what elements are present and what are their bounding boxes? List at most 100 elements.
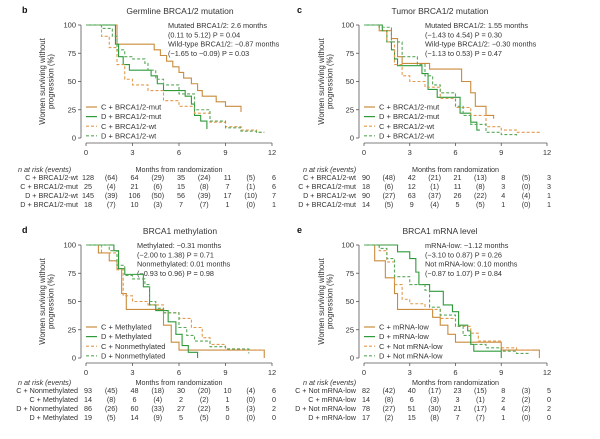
risk-cell: 4 (501, 404, 505, 413)
risk-cell: 5 (226, 404, 230, 413)
risk-cell: (0) (522, 182, 531, 191)
legend-label: C + BRCA1/2-mut (379, 103, 440, 112)
risk-row-label: D + mRNA-low (308, 413, 357, 422)
y-axis-label: Women surviving without (317, 257, 326, 344)
risk-cell: 1 (272, 200, 276, 209)
risk-cell: 6 (133, 395, 137, 404)
km-curve-1 (364, 244, 540, 358)
risk-cell: (3) (153, 200, 162, 209)
risk-cell: (5) (522, 173, 531, 182)
x-tick-label: 12 (268, 148, 276, 157)
risk-cell: 21 (131, 182, 139, 191)
risk-cell: 0 (272, 413, 276, 422)
km-curve-1 (86, 244, 265, 358)
km-curve-3 (364, 24, 540, 134)
hazard-annotation: (−1.43 to 4.54) P = 0.30 (425, 30, 502, 39)
y-tick-label: 25 (68, 105, 76, 114)
x-axis-label: Months from randomization (135, 165, 222, 174)
risk-cell: 19 (84, 413, 92, 422)
legend-label: D + Methylated (101, 332, 152, 341)
risk-cell: (1) (430, 182, 439, 191)
hazard-annotation: Wild-type BRCA1/2: −0.87 months (168, 40, 280, 49)
risk-cell: (5) (384, 200, 393, 209)
risk-cell: 6 (272, 173, 276, 182)
hazard-annotation: Methylated: −0.31 months (137, 241, 222, 250)
risk-cell: 10 (131, 200, 139, 209)
risk-cell: 12 (408, 182, 416, 191)
risk-cell: 0 (547, 413, 551, 422)
risk-cell: (7) (476, 413, 485, 422)
risk-table-header: n at risk (events) (303, 165, 356, 174)
risk-cell: 15 (408, 413, 416, 422)
risk-cell: (27) (382, 191, 395, 200)
y-tick-label: 50 (68, 297, 76, 306)
risk-cell: 5 (179, 413, 183, 422)
chart-title: Tumor BRCA1/2 mutation (392, 6, 489, 16)
risk-cell: (3) (246, 404, 255, 413)
risk-cell: (30) (428, 404, 441, 413)
risk-cell: 27 (177, 404, 185, 413)
risk-cell: (6) (384, 182, 393, 191)
risk-cell: 14 (362, 395, 370, 404)
chart-title: BRCA1 methylation (143, 226, 217, 236)
y-axis-label: progression (%) (326, 54, 335, 109)
risk-cell: 17 (224, 191, 232, 200)
risk-cell: 18 (84, 200, 92, 209)
risk-row-label: C + BRCA1/2-mut (298, 182, 356, 191)
risk-cell: 1 (547, 200, 551, 209)
risk-cell: (5) (476, 200, 485, 209)
risk-cell: 1 (501, 200, 505, 209)
risk-cell: 1 (547, 191, 551, 200)
km-curve-2 (364, 244, 502, 358)
risk-cell: 63 (408, 191, 416, 200)
risk-cell: 17 (362, 413, 370, 422)
legend-label: D + Not mRNA-low (379, 351, 443, 360)
risk-cell: (1) (246, 182, 255, 191)
risk-cell: (6) (153, 182, 162, 191)
y-axis-label: progression (%) (326, 274, 335, 329)
y-tick-label: 25 (346, 105, 354, 114)
risk-cell: 1 (226, 200, 230, 209)
risk-cell: (5) (107, 413, 116, 422)
panel-letter: b (22, 5, 28, 15)
y-tick-label: 25 (68, 325, 76, 334)
risk-cell: (24) (198, 173, 211, 182)
risk-cell: 8 (501, 173, 505, 182)
risk-cell: 3 (547, 173, 551, 182)
risk-cell: 82 (362, 386, 370, 395)
risk-cell: (0) (246, 413, 255, 422)
risk-cell: (3) (430, 395, 439, 404)
x-tick-label: 9 (223, 148, 227, 157)
hazard-annotation: Not mRNA-low: 0.10 months (425, 260, 518, 269)
hazard-annotation: (0.11 to 5.12) P = 0.04 (168, 30, 240, 39)
risk-cell: (0) (246, 200, 255, 209)
risk-cell: 7 (456, 413, 460, 422)
hazard-annotation: (−2.00 to 1.38) P = 0.71 (137, 250, 214, 259)
legend-label: D + BRCA1/2-mut (101, 112, 162, 121)
hazard-annotation: (−1.65 to −0.09) P = 0.03 (168, 49, 249, 58)
risk-cell: 2 (179, 395, 183, 404)
risk-cell: (8) (107, 395, 116, 404)
risk-cell: 26 (454, 191, 462, 200)
risk-cell: 2 (272, 404, 276, 413)
risk-row-label: D + BRCA1/2-wt (25, 191, 78, 200)
risk-table-header: n at risk (events) (303, 378, 356, 387)
legend-label: D + Nonmethylated (101, 351, 165, 360)
risk-cell: (18) (151, 386, 164, 395)
risk-cell: (8) (200, 182, 209, 191)
x-tick-label: 12 (268, 368, 276, 377)
risk-cell: (17) (474, 404, 487, 413)
x-tick-label: 3 (408, 368, 412, 377)
legend-label: D + BRCA1/2-mut (379, 112, 440, 121)
legend-label: C + BRCA1/2-wt (379, 122, 435, 131)
risk-cell: 93 (84, 386, 92, 395)
risk-row-label: D + Not mRNA-low (295, 404, 357, 413)
y-tick-label: 100 (63, 21, 76, 30)
x-tick-label: 12 (543, 368, 551, 377)
x-tick-label: 0 (84, 368, 88, 377)
risk-cell: 11 (454, 182, 461, 191)
panel-c: c Tumor BRCA1/2 mutation Mutated BRCA1/2: … (297, 5, 551, 209)
km-curve-4 (364, 244, 530, 355)
